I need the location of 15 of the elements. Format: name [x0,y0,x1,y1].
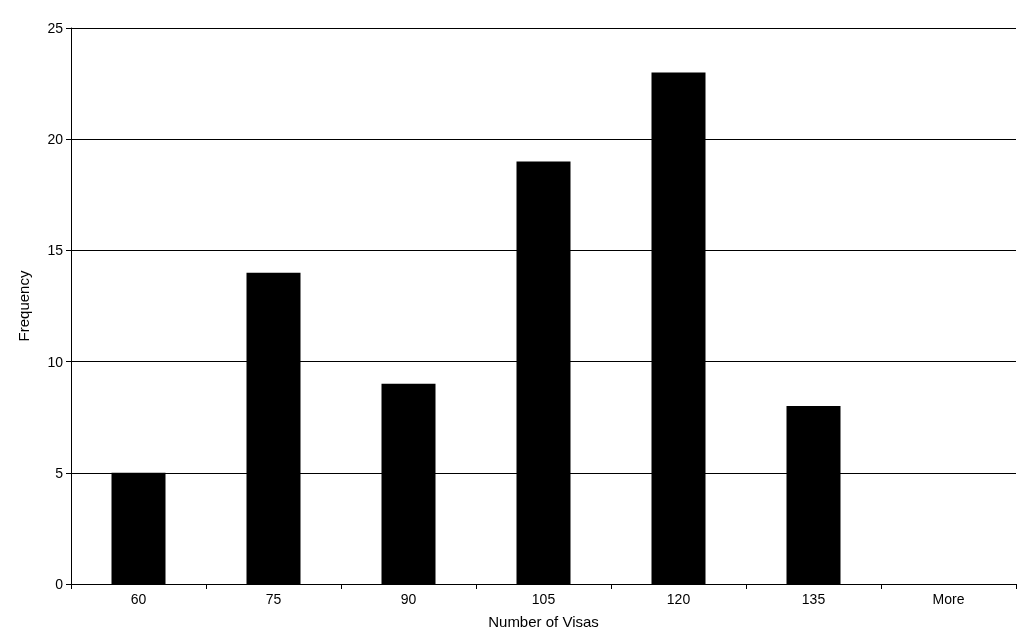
x-tick-label: 90 [400,591,417,607]
x-tick-label: More [932,591,965,607]
y-tick-label: 0 [55,576,64,592]
y-tick-label: 5 [55,464,64,481]
x-axis-title: Number of Visas [488,613,599,630]
y-tick-label: 15 [47,242,64,259]
y-tick-label: 10 [47,353,64,370]
x-tick-label: 105 [531,591,556,607]
x-tick-label: 135 [801,591,826,607]
x-tick-label: 120 [666,591,691,607]
y-axis-title: Frequency [15,270,32,342]
y-tick-label: 25 [47,20,64,36]
y-tick-label: 20 [47,131,64,148]
x-tick-label: 60 [130,591,147,607]
x-tick-label: 75 [265,591,282,607]
